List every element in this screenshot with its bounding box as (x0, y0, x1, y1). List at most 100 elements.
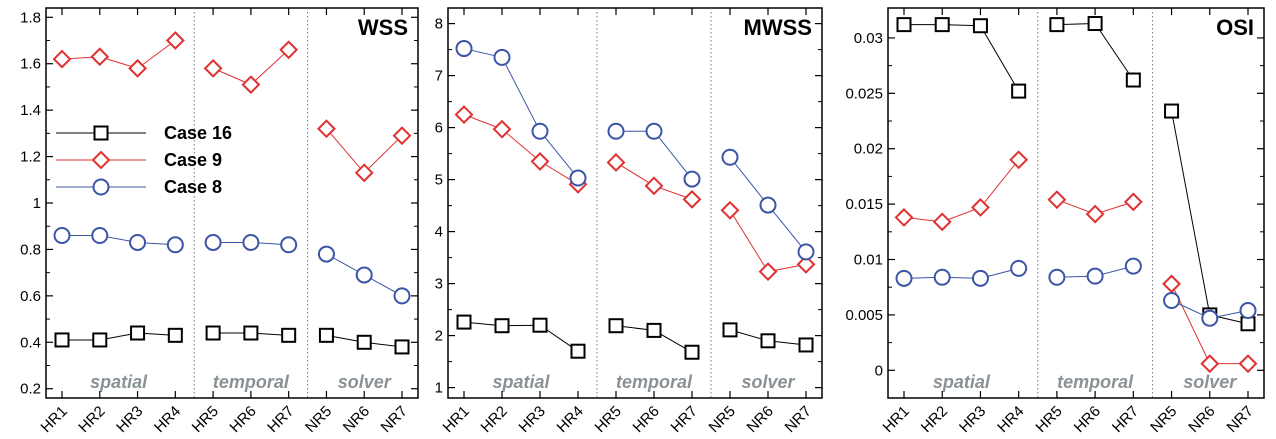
x-tick-label: NR6 (744, 403, 777, 436)
markers-case-9 (454, 105, 816, 282)
series-case-9 (463, 114, 807, 273)
x-tick-label: HR5 (1032, 403, 1065, 436)
data-point (1238, 354, 1258, 374)
data-point (758, 262, 778, 282)
data-point (932, 212, 952, 232)
data-point (455, 40, 473, 58)
legend-label: Case 8 (164, 177, 222, 197)
data-point (243, 325, 259, 341)
x-tick-label: HR3 (113, 403, 146, 436)
series-line (62, 235, 176, 246)
x-tick-label: HR3 (956, 403, 989, 436)
x-tick-label: HR1 (38, 403, 71, 436)
data-point (90, 47, 110, 67)
group-label-temporal: temporal (213, 372, 290, 392)
data-point (796, 254, 816, 274)
y-tick-label: 8 (435, 16, 443, 33)
data-point (971, 269, 989, 287)
group-label-spatial: spatial (90, 372, 148, 392)
panel-title: OSI (1216, 15, 1254, 40)
markers-case-16 (54, 325, 410, 355)
plot-frame (887, 7, 1265, 399)
data-point (493, 48, 511, 66)
x-tick-label: HR2 (918, 403, 951, 436)
series-line (904, 24, 1020, 92)
y-tick-label: 0.005 (845, 307, 883, 324)
data-point (722, 322, 738, 338)
x-tick-label: NR5 (1147, 403, 1180, 436)
series-case-16 (62, 332, 403, 348)
x-tick-label: HR4 (554, 403, 587, 436)
series-case-8 (62, 235, 403, 297)
y-tick-label: 0.03 (854, 30, 883, 47)
x-tick-label: HR2 (75, 403, 108, 436)
y-tick-label: 0.2 (20, 381, 41, 398)
data-point (52, 49, 72, 69)
data-point (759, 196, 777, 214)
data-point (317, 245, 335, 263)
data-point (454, 105, 474, 125)
data-point (1200, 354, 1220, 374)
data-point (684, 344, 700, 360)
x-tick-label: HR5 (189, 403, 222, 436)
series-case-8 (463, 48, 807, 253)
group-label-temporal: temporal (1057, 372, 1134, 392)
data-point (1048, 268, 1066, 286)
x-tick-label: NR6 (1185, 403, 1218, 436)
y-tick-label: 0 (875, 362, 883, 379)
y-tick-label: 7 (435, 68, 443, 85)
x-tick-label: HR1 (440, 403, 473, 436)
data-point (720, 200, 740, 220)
data-point (972, 18, 988, 34)
data-point (721, 148, 739, 166)
data-point (1047, 190, 1067, 210)
y-tick-label: 0.015 (845, 196, 883, 213)
markers-case-9 (894, 150, 1258, 374)
x-tick-label: HR2 (478, 403, 511, 436)
data-point (608, 318, 624, 334)
data-point (971, 198, 990, 217)
y-tick-label: 1.4 (20, 102, 41, 119)
data-point (1240, 316, 1256, 332)
data-point (1239, 301, 1257, 319)
legend-label: Case 9 (164, 150, 222, 170)
data-point (1125, 72, 1141, 88)
data-point (167, 327, 183, 343)
x-tick-label: NR5 (302, 403, 335, 436)
plot-frame (447, 7, 823, 399)
y-tick-label: 2 (435, 328, 443, 345)
data-point (394, 339, 410, 355)
data-point (570, 343, 586, 359)
data-point (606, 153, 626, 172)
data-point (91, 227, 109, 244)
data-point (683, 170, 701, 188)
data-point (532, 317, 548, 333)
y-tick-label: 5 (435, 172, 443, 189)
data-point (281, 327, 297, 343)
data-point (1201, 309, 1219, 327)
data-point (1009, 150, 1029, 170)
series-case-9 (61, 40, 403, 174)
data-point (682, 189, 702, 209)
y-tick-label: 3 (435, 276, 443, 293)
data-point (644, 176, 664, 196)
data-point (494, 318, 510, 334)
x-tick-label: HR6 (1071, 403, 1104, 436)
series-line (463, 321, 579, 352)
group-label-solver: solver (1183, 372, 1237, 392)
x-tick-label: HR4 (994, 403, 1027, 436)
x-tick-label: HR6 (630, 403, 663, 436)
data-point (54, 332, 70, 348)
x-tick-label: HR7 (1109, 403, 1142, 436)
panel-osi: spatial temporal solver 0 0.005 0.01 0.015 0.02… (845, 7, 1265, 436)
data-point (204, 233, 222, 251)
panel-wss: spatial temporal solver 0.2 0.4 0.6 0.8 1 1.2 1.4… (20, 7, 419, 436)
data-point (355, 266, 373, 284)
series-line (1056, 23, 1134, 81)
data-point (92, 332, 108, 348)
series-line (903, 267, 1019, 279)
data-point (760, 333, 776, 349)
y-tick-label: 1.8 (20, 9, 41, 26)
